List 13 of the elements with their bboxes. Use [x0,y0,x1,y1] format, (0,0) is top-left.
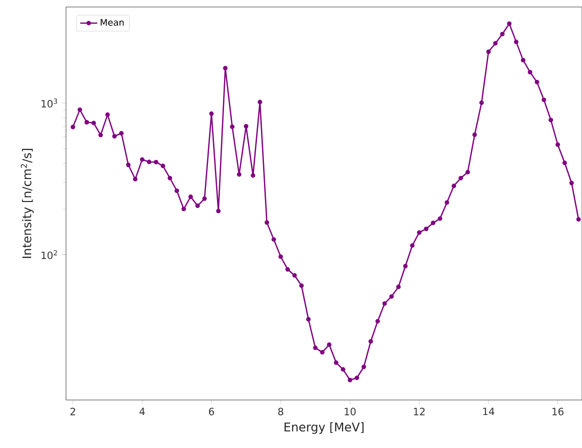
x-tick-label: 10 [344,408,356,416]
y-axis-title: Intensity [n/cm$^{2}$/s] [20,148,34,258]
x-tick-label: 4 [139,408,145,416]
y-tick-label: 10$^{3}$ [42,98,58,108]
x-tick-label: 12 [414,408,425,416]
y-tick-label: 10$^{2}$ [42,250,57,260]
x-tick-label: 8 [278,408,284,416]
legend-label: Mean [100,19,124,26]
x-tick-label: 2 [70,408,76,416]
x-tick-label: 14 [483,408,494,416]
x-tick-label: 16 [552,408,564,416]
x-axis-title: Energy [MeV] [284,422,364,434]
x-tick-label: 6 [208,408,214,416]
